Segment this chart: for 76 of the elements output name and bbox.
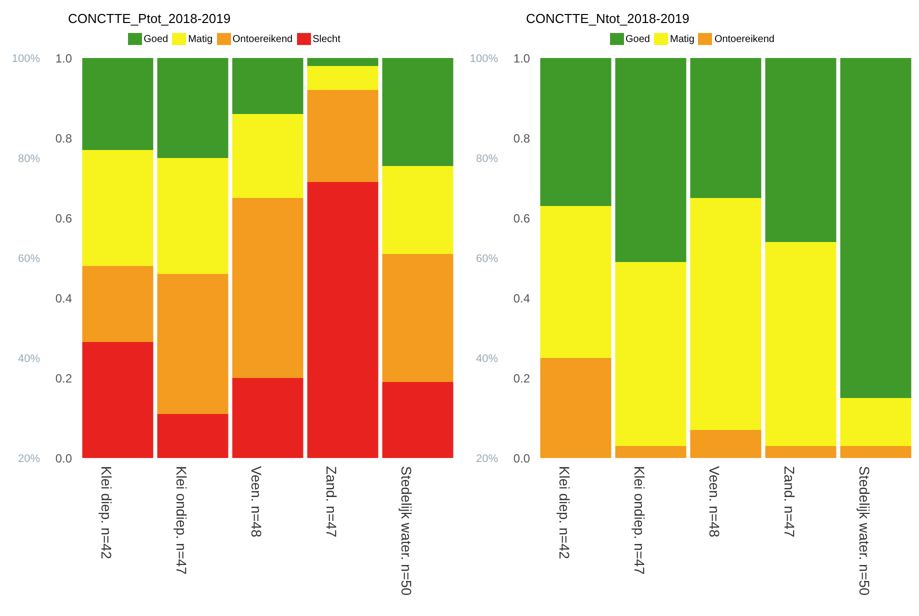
x-tick-label: Klei ondiep. n=47 — [174, 466, 190, 575]
x-tick-label: Zand. n=47 — [782, 466, 798, 538]
y-tick-label: 0.2 — [513, 371, 530, 386]
bar — [157, 158, 228, 274]
bar — [157, 274, 228, 414]
x-tick-label: Klei ondiep. n=47 — [632, 466, 648, 575]
bar — [232, 378, 304, 458]
chart-title: CONCTTE_Ntot_2018-2019 — [525, 10, 690, 28]
bar — [232, 58, 304, 114]
x-tick-label: Veen. n=48 — [248, 466, 265, 538]
bar — [157, 58, 228, 158]
bar — [82, 266, 154, 342]
bar — [382, 382, 454, 458]
bar — [307, 182, 378, 458]
bar — [840, 398, 912, 446]
y2-tick-label: 20% — [18, 452, 40, 465]
bar — [157, 414, 228, 458]
y2-tick-label: 20% — [476, 452, 498, 465]
bar — [690, 198, 762, 430]
legend-label: Matig — [670, 34, 694, 44]
bar — [382, 254, 454, 382]
y2-tick-label: 40% — [476, 352, 498, 365]
legend-label: Matig — [188, 34, 213, 44]
bar — [690, 58, 762, 198]
x-tick-label: Veen. n=48 — [706, 466, 723, 538]
y-tick-label: 0.8 — [55, 131, 72, 146]
y-tick-label: 0.0 — [513, 451, 530, 466]
y2-tick-label: 60% — [476, 252, 498, 265]
x-tick-label: Klei diep. n=42 — [556, 466, 573, 560]
bar — [615, 58, 686, 262]
bar — [82, 150, 154, 266]
bar — [82, 342, 154, 458]
bar — [765, 58, 836, 242]
bar — [540, 58, 612, 206]
y-tick-label: 0.4 — [55, 291, 72, 306]
legend-label: Ontoereikend — [714, 34, 774, 44]
y2-tick-label: 100% — [12, 52, 40, 65]
x-tick-label: Stedelijk water. n=50 — [856, 466, 873, 596]
bar — [840, 446, 912, 458]
y-tick-label: 0.8 — [513, 131, 530, 146]
legend-label: Ontoereikend — [232, 34, 293, 44]
legend-label: Goed — [144, 34, 168, 44]
bar — [382, 166, 454, 254]
bar — [232, 114, 304, 198]
y-tick-label: 1.0 — [55, 51, 72, 66]
x-tick-label: Zand. n=47 — [324, 466, 340, 538]
y2-tick-label: 60% — [18, 252, 40, 265]
bar — [232, 198, 304, 378]
y-tick-label: 1.0 — [513, 51, 530, 66]
bar — [382, 58, 454, 166]
bar — [615, 262, 686, 446]
y2-tick-label: 100% — [470, 52, 498, 65]
bar — [765, 446, 836, 458]
bar — [307, 90, 378, 182]
chart-title: CONCTTE_Ptot_2018-2019 — [67, 10, 232, 28]
legend-label: Goed — [626, 34, 650, 44]
bar — [540, 206, 612, 358]
bar — [615, 446, 686, 458]
bar — [765, 242, 836, 446]
bar — [540, 358, 612, 458]
bar — [307, 66, 378, 90]
bar — [307, 58, 378, 66]
y-tick-label: 0.4 — [513, 291, 530, 306]
y2-tick-label: 80% — [476, 152, 498, 165]
y-tick-label: 0.2 — [55, 371, 72, 386]
y-tick-label: 0.6 — [513, 211, 530, 226]
bar — [840, 58, 912, 398]
x-tick-label: Stedelijk water. n=50 — [398, 466, 415, 596]
y-tick-label: 0.6 — [55, 211, 72, 226]
y2-tick-label: 40% — [18, 352, 40, 365]
bar — [82, 58, 154, 150]
legend-label: Slecht — [312, 34, 340, 44]
y2-tick-label: 80% — [18, 152, 40, 165]
bar — [690, 430, 762, 458]
x-tick-label: Klei diep. n=42 — [98, 466, 115, 560]
y-tick-label: 0.0 — [55, 451, 72, 466]
